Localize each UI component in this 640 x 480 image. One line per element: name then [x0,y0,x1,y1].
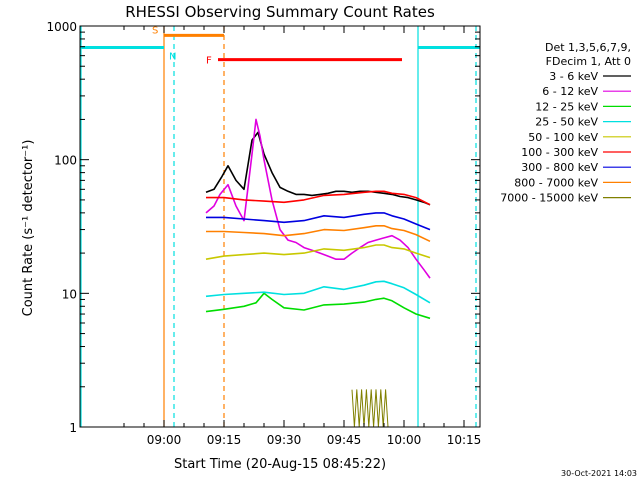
state-label-n: N [169,52,176,63]
series-line-12-25-kev [205,292,431,320]
state-bars: S N F [80,25,480,67]
series-line-50-100-kev [205,244,431,260]
y-axis-label: Count Rate (s⁻¹ detector⁻¹) [21,140,36,317]
legend-label-25-50-kev: 25 - 50 keV [535,116,598,129]
legend-label-300-800-kev: 300 - 800 keV [521,161,598,174]
x-axis-label: Start Time (20-Aug-15 08:45:22) [174,457,386,472]
series-line-100-300-kev [206,190,431,206]
legend-label-6-12-kev: 6 - 12 keV [542,85,598,98]
series-line-7000-15000-kev [351,389,389,428]
y-tick-label: 10 [62,287,77,301]
legend-label-12-25-kev: 12 - 25 keV [535,100,598,113]
legend-label-800-7000-kev: 800 - 7000 keV [514,176,598,189]
x-tick-label: 09:45 [327,433,362,447]
legend-header-line-2: FDecim 1, Att 0 [546,55,631,68]
legend-label-100-300-kev: 100 - 300 keV [521,146,598,159]
chart-title: RHESSI Observing Summary Count Rates [125,3,435,21]
plot-frame [79,25,481,428]
state-vertical-lines [80,26,477,427]
series-line-6-12-kev [205,118,431,279]
state-label-s: S [152,25,158,36]
y-tick-label: 100 [54,154,77,168]
x-tick-label: 09:30 [267,433,302,447]
legend-header-line-1: Det 1,3,5,6,7,9, [545,41,631,54]
series-line-800-7000-kev [206,225,431,243]
state-label-f: F [206,56,212,67]
series-line-3-6-kev [205,131,431,206]
series-line-300-800-kev [206,212,431,231]
axis-ticks: 09:00 09:15 09:30 09:45 10:00 10:15 1 10 100 1000 [46,20,481,447]
legend-label-50-100-kev: 50 - 100 keV [528,131,598,144]
x-tick-label: 09:15 [207,433,242,447]
y-tick-label: 1 [69,421,77,435]
x-tick-label: 10:15 [447,433,482,447]
series-lines [205,118,431,428]
x-tick-label: 10:00 [387,433,422,447]
footer-timestamp: 30-Oct-2021 14:03 [561,469,637,478]
legend: Det 1,3,5,6,7,9, FDecim 1, Att 0 3 - 6 k… [500,41,631,205]
series-line-25-50-kev [205,280,431,304]
legend-label-7000-15000-kev: 7000 - 15000 keV [500,192,598,205]
legend-label-3-6-kev: 3 - 6 keV [549,70,598,83]
x-tick-label: 09:00 [147,433,182,447]
y-tick-label: 1000 [46,20,77,34]
